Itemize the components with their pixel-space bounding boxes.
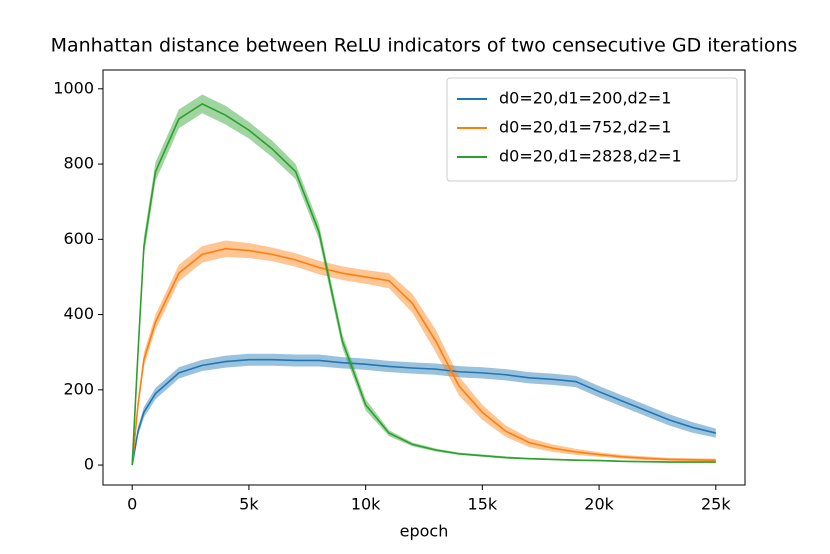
legend-label: d0=20,d1=200,d2=1 <box>499 89 671 108</box>
line <box>131 358 717 466</box>
y-tick-label: 0 <box>84 455 94 474</box>
line <box>131 102 716 466</box>
x-tick-label: 10k <box>351 495 381 514</box>
legend-label: d0=20,d1=2828,d2=1 <box>499 147 682 166</box>
x-tick-label: 0 <box>127 495 137 514</box>
legend-box <box>446 77 738 182</box>
y-tick-label: 1000 <box>53 78 94 97</box>
x-tick-label: 5k <box>239 495 259 514</box>
y-tick-label: 400 <box>63 304 94 323</box>
y-tick-label: 600 <box>63 229 94 248</box>
plot-frame <box>102 69 746 486</box>
x-tick-label: 15k <box>468 495 498 514</box>
x-axis-label: epoch <box>400 522 449 541</box>
y-tick-label: 200 <box>63 379 94 398</box>
y-tick-label: 800 <box>63 154 94 173</box>
line <box>131 247 716 466</box>
chart-title: Manhattan distance between ReLU indicato… <box>51 35 798 57</box>
x-tick-label: 20k <box>584 495 614 514</box>
legend-label: d0=20,d1=752,d2=1 <box>499 118 671 137</box>
x-tick-label: 25k <box>701 495 731 514</box>
